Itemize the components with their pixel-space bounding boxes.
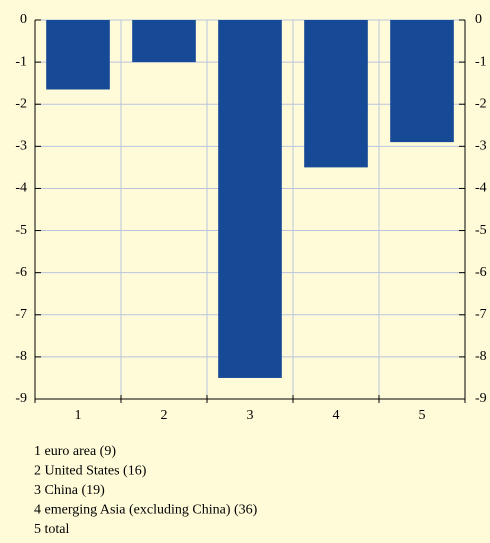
y-tick-label: -7 (15, 307, 27, 322)
y-tick-label: -2 (15, 96, 27, 111)
y2-tick-label: -9 (475, 391, 487, 406)
x-tick-label: 4 (333, 408, 340, 423)
y2-tick-label: -2 (475, 96, 487, 111)
bar (132, 20, 196, 63)
y2-tick-label: -3 (475, 139, 487, 154)
bar (390, 20, 454, 143)
legend-note: 3 China (19) (34, 483, 105, 498)
y2-tick-label: -6 (475, 265, 487, 280)
y2-tick-label: -5 (475, 223, 487, 238)
legend-note: 1 euro area (9) (34, 444, 116, 459)
bar (218, 20, 282, 378)
y-tick-label: -8 (15, 349, 27, 364)
y-tick-label: -6 (15, 265, 27, 280)
x-tick-label: 5 (419, 408, 426, 423)
y-tick-label: -3 (15, 139, 27, 154)
legend-note: 5 total (34, 522, 69, 537)
bar (46, 20, 110, 90)
x-tick-label: 3 (247, 408, 254, 423)
y2-tick-label: -8 (475, 349, 487, 364)
x-tick-label: 1 (75, 408, 82, 423)
legend-note: 4 emerging Asia (excluding China) (36) (34, 503, 258, 518)
bar (304, 20, 368, 168)
y-tick-label: 0 (20, 12, 27, 27)
x-tick-label: 2 (161, 408, 168, 423)
y2-tick-label: 0 (475, 12, 482, 27)
y2-tick-label: -1 (475, 54, 487, 69)
y-tick-label: -4 (15, 181, 27, 196)
y-tick-label: -9 (15, 391, 27, 406)
y-tick-label: -5 (15, 223, 27, 238)
y-tick-label: -1 (15, 54, 27, 69)
legend-note: 2 United States (16) (34, 464, 147, 479)
y2-tick-label: -7 (475, 307, 487, 322)
y2-tick-label: -4 (475, 181, 487, 196)
